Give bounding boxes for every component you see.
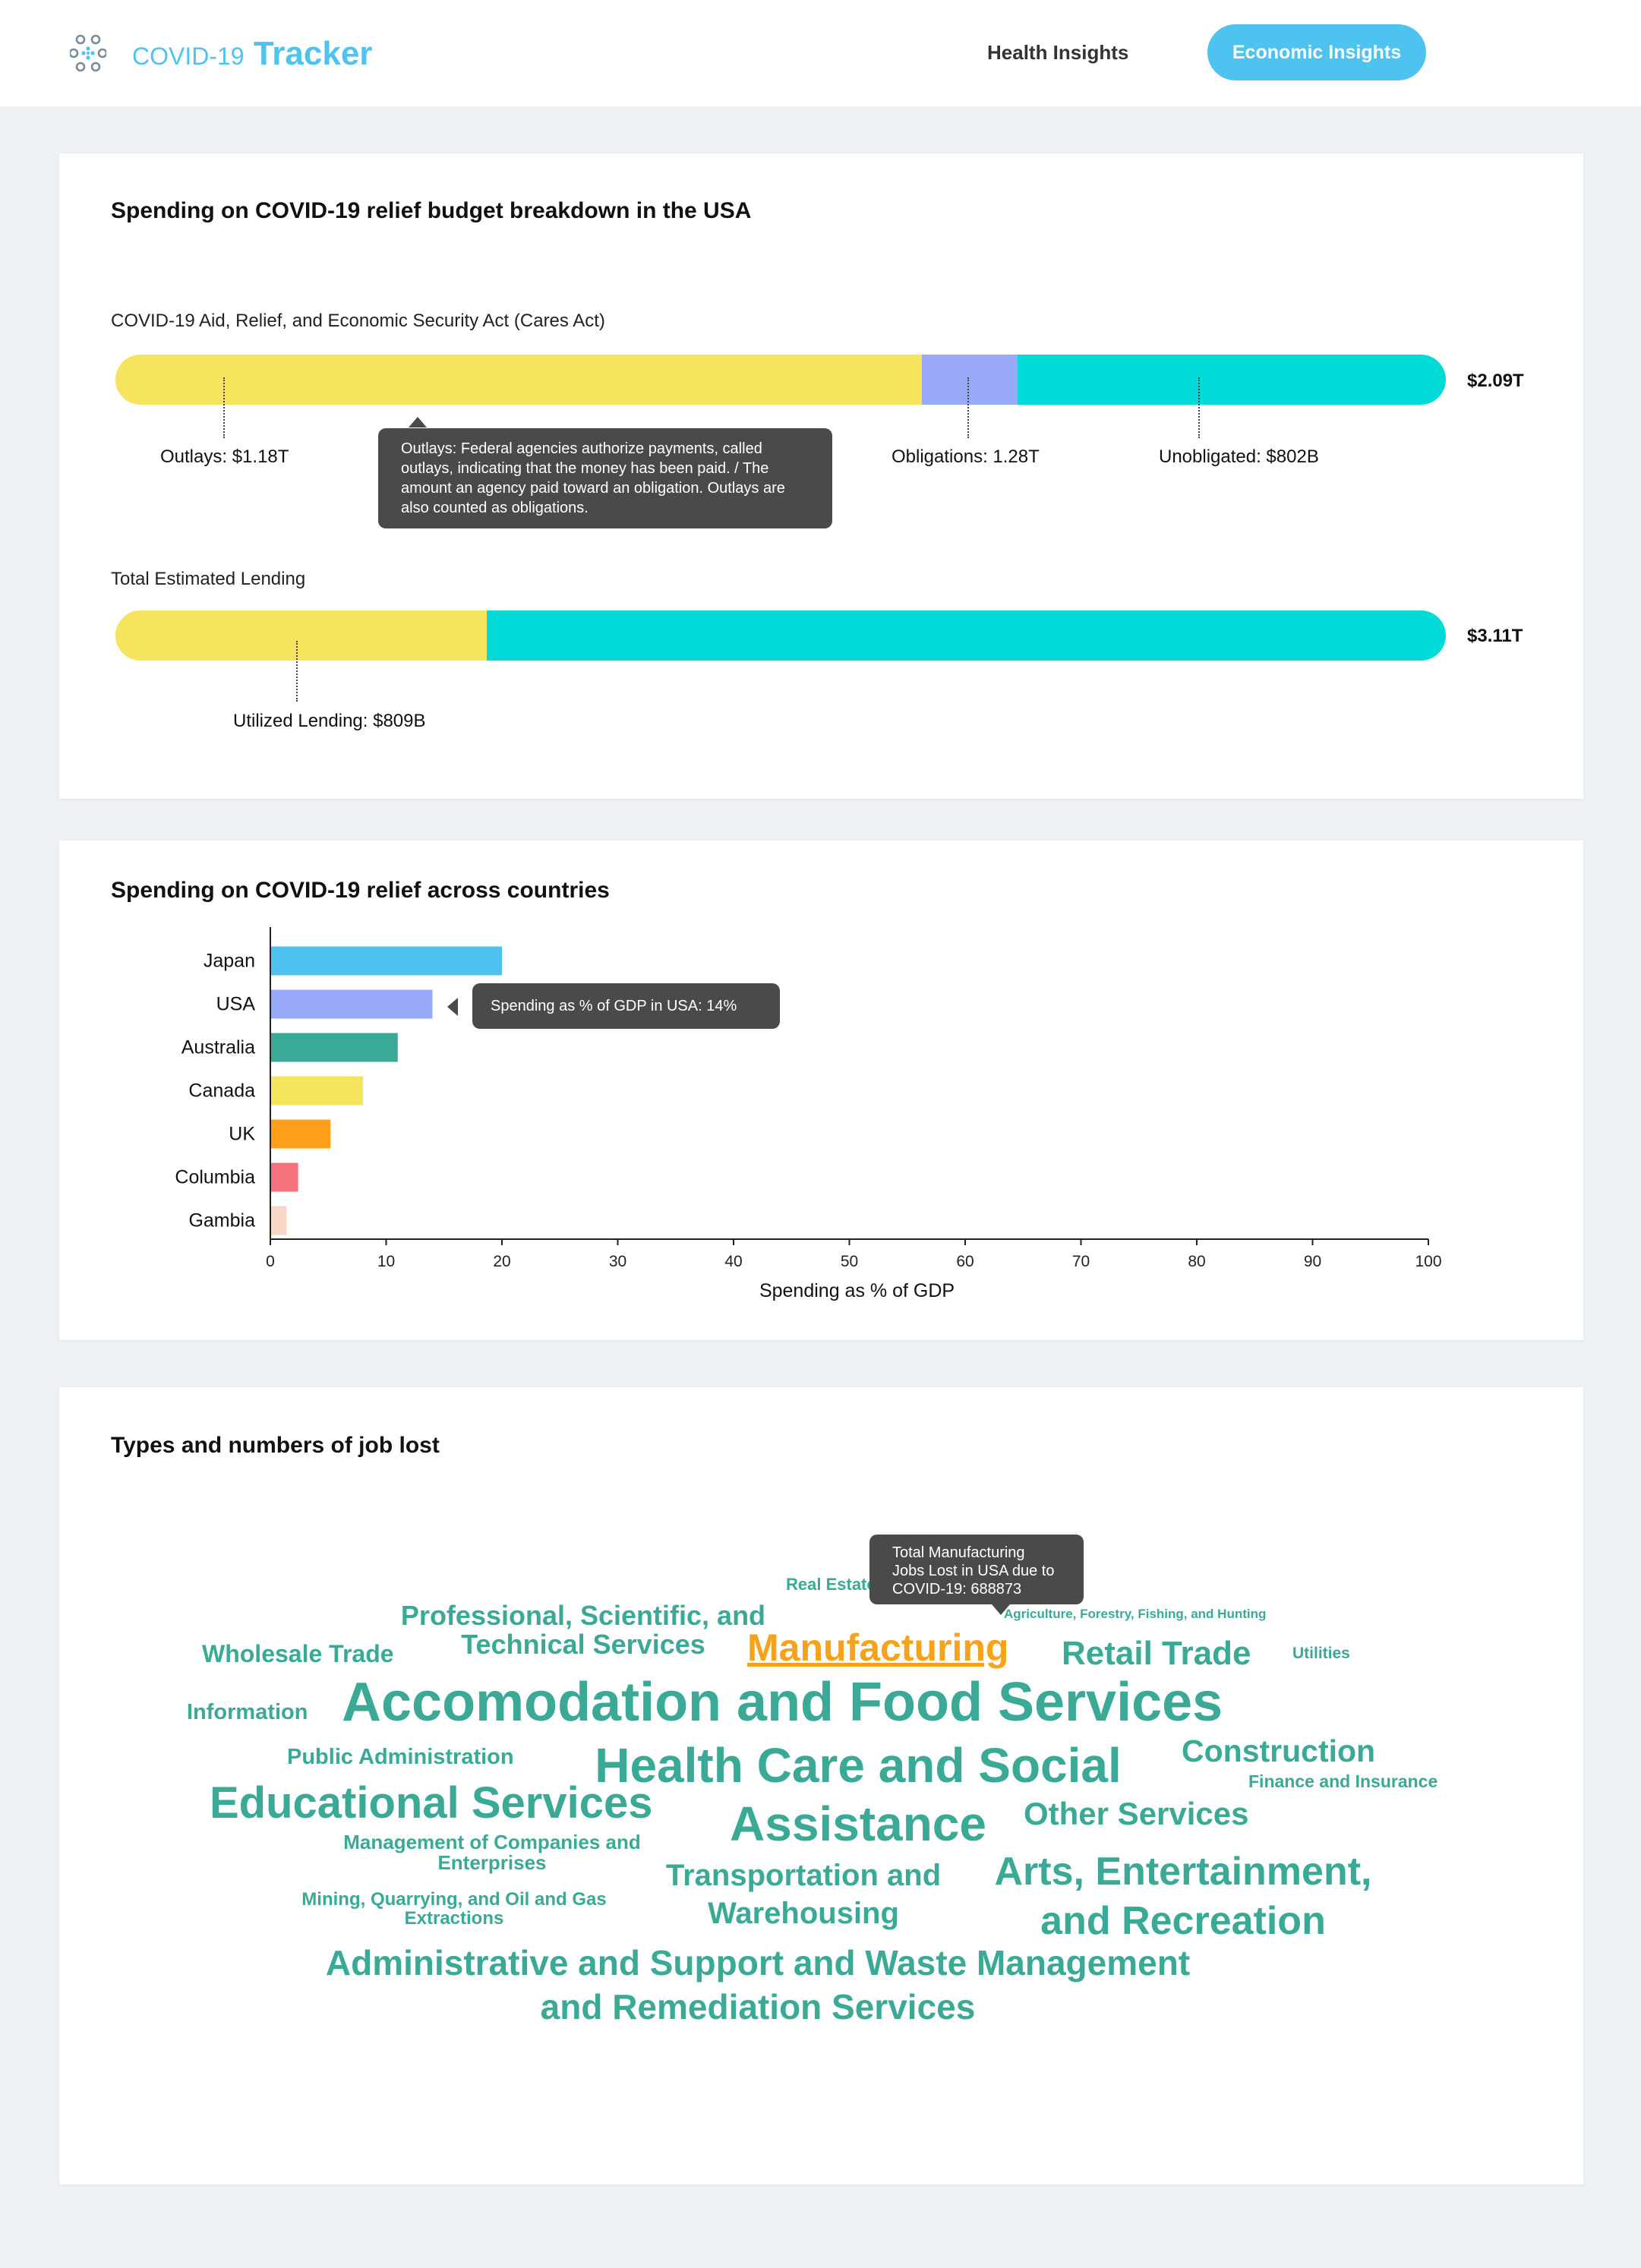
top-navigation-bar: COVID-19 Tracker Health Insights Economi… [0,0,1641,106]
word-accommodation-food[interactable]: Accomodation and Food Services [342,1672,1223,1733]
bar-canada[interactable] [270,1076,363,1106]
obligations-pointer-line [967,377,969,438]
x-tick-label: 60 [956,1253,974,1270]
word-educational-services[interactable]: Educational Services [210,1778,653,1828]
remaining-lending-segment[interactable] [486,610,1446,661]
x-axis-label: Spending as % of GDP [759,1280,955,1301]
bar-gambia[interactable] [270,1206,287,1235]
x-tick-label: 100 [1415,1253,1441,1270]
lending-total: $3.11T [1467,626,1523,646]
category-label: Gambia [188,1210,255,1232]
jobs-card-title: Types and numbers of job lost [111,1433,440,1458]
word-professional-services[interactable]: Professional, Scientific, and Technical … [400,1600,766,1660]
unobligated-pointer-line [1198,377,1200,438]
lending-label: Total Estimated Lending [111,569,306,589]
obligations-segment[interactable] [921,355,1018,405]
jobs-lost-card: Types and numbers of job lost Real Estat… [59,1387,1583,2184]
lending-bar [115,610,1446,661]
x-tick-label: 50 [841,1253,858,1270]
word-utilities[interactable]: Utilities [1292,1645,1350,1662]
logo-prefix: COVID-19 [132,43,245,70]
x-tick-label: 0 [266,1253,275,1270]
obligations-label: Obligations: 1.28T [892,446,1040,467]
app-logo[interactable]: COVID-19 Tracker [132,35,372,73]
budget-breakdown-card: Spending on COVID-19 relief budget break… [59,153,1583,799]
manufacturing-tooltip-arrow [992,1604,1010,1615]
word-transportation[interactable]: Transportation and Warehousing [665,1859,942,1930]
word-other-services[interactable]: Other Services [1024,1796,1249,1831]
jobs-word-cloud: Real Estate and Rental and Leasing Agric… [59,1387,1583,2184]
nav-health-insights[interactable]: Health Insights [987,41,1129,64]
word-management-companies[interactable]: Management of Companies and Enterprises [343,1831,641,1875]
usa-tooltip: Spending as % of GDP in USA: 14% [472,983,780,1029]
cares-act-label: COVID-19 Aid, Relief, and Economic Secur… [111,311,605,331]
x-tick-label: 70 [1072,1253,1090,1270]
word-retail-trade[interactable]: Retail Trade [1062,1635,1251,1672]
outlays-segment[interactable] [115,355,922,405]
bar-usa[interactable] [270,989,433,1019]
countries-bar-chart: Japan USA Australia Canada UK Columbia Gambia 0… [175,927,1442,1301]
category-label: USA [216,994,256,1015]
word-agriculture[interactable]: Agriculture, Forestry, Fishing, and Hunt… [1004,1607,1267,1621]
word-finance-insurance[interactable]: Finance and Insurance [1248,1771,1438,1791]
utilized-lending-label: Utilized Lending: $809B [233,711,426,731]
outlays-label: Outlays: $1.18T [160,446,289,467]
word-health-care[interactable]: Health Care and Social Assistance [595,1738,1122,1851]
word-wholesale-trade[interactable]: Wholesale Trade [202,1640,394,1667]
word-arts-entertainment[interactable]: Arts, Entertainment, and Recreation [994,1850,1372,1943]
x-tick-label: 30 [609,1253,626,1270]
logo-icon [70,34,106,72]
category-label: UK [229,1124,255,1145]
word-mining[interactable]: Mining, Quarrying, and Oil and Gas Extra… [301,1889,607,1929]
utilized-lending-segment[interactable] [115,610,487,661]
countries-card-title: Spending on COVID-19 relief across count… [111,878,610,903]
cares-act-bar [115,355,1446,405]
word-public-administration[interactable]: Public Administration [287,1745,514,1769]
bar-uk[interactable] [270,1119,331,1149]
category-label: Canada [188,1080,255,1102]
x-tick-label: 40 [724,1253,742,1270]
bar-japan[interactable] [270,946,502,976]
utilized-pointer-line [296,641,298,702]
category-label: Japan [204,951,255,972]
category-label: Columbia [175,1167,255,1188]
word-administrative-support[interactable]: Administrative and Support and Waste Man… [325,1943,1191,2027]
bar-australia[interactable] [270,1033,398,1062]
bar-columbia[interactable] [270,1162,298,1192]
outlays-tooltip: Outlays: Federal agencies authorize paym… [378,428,832,528]
nav-economic-insights[interactable]: Economic Insights [1207,24,1426,80]
word-construction[interactable]: Construction [1182,1733,1376,1768]
unobligated-segment[interactable] [1017,355,1446,405]
budget-card-title: Spending on COVID-19 relief budget break… [111,198,752,223]
x-tick-label: 80 [1188,1253,1205,1270]
x-tick-label: 20 [493,1253,510,1270]
manufacturing-tooltip: Total Manufacturing Jobs Lost in USA due… [869,1535,1084,1604]
tooltip-arrow [409,417,427,427]
usa-tooltip-arrow [447,998,458,1016]
outlays-pointer-line [223,377,225,438]
countries-spending-card: Spending on COVID-19 relief across count… [59,841,1583,1340]
x-tick-label: 90 [1304,1253,1321,1270]
unobligated-label: Unobligated: $802B [1159,446,1319,467]
logo-word: Tracker [253,35,373,72]
word-manufacturing[interactable]: Manufacturing [747,1626,1009,1669]
cares-act-total: $2.09T [1467,371,1524,391]
word-information[interactable]: Information [187,1700,308,1724]
category-label: Australia [181,1037,255,1058]
x-tick-label: 10 [377,1253,395,1270]
